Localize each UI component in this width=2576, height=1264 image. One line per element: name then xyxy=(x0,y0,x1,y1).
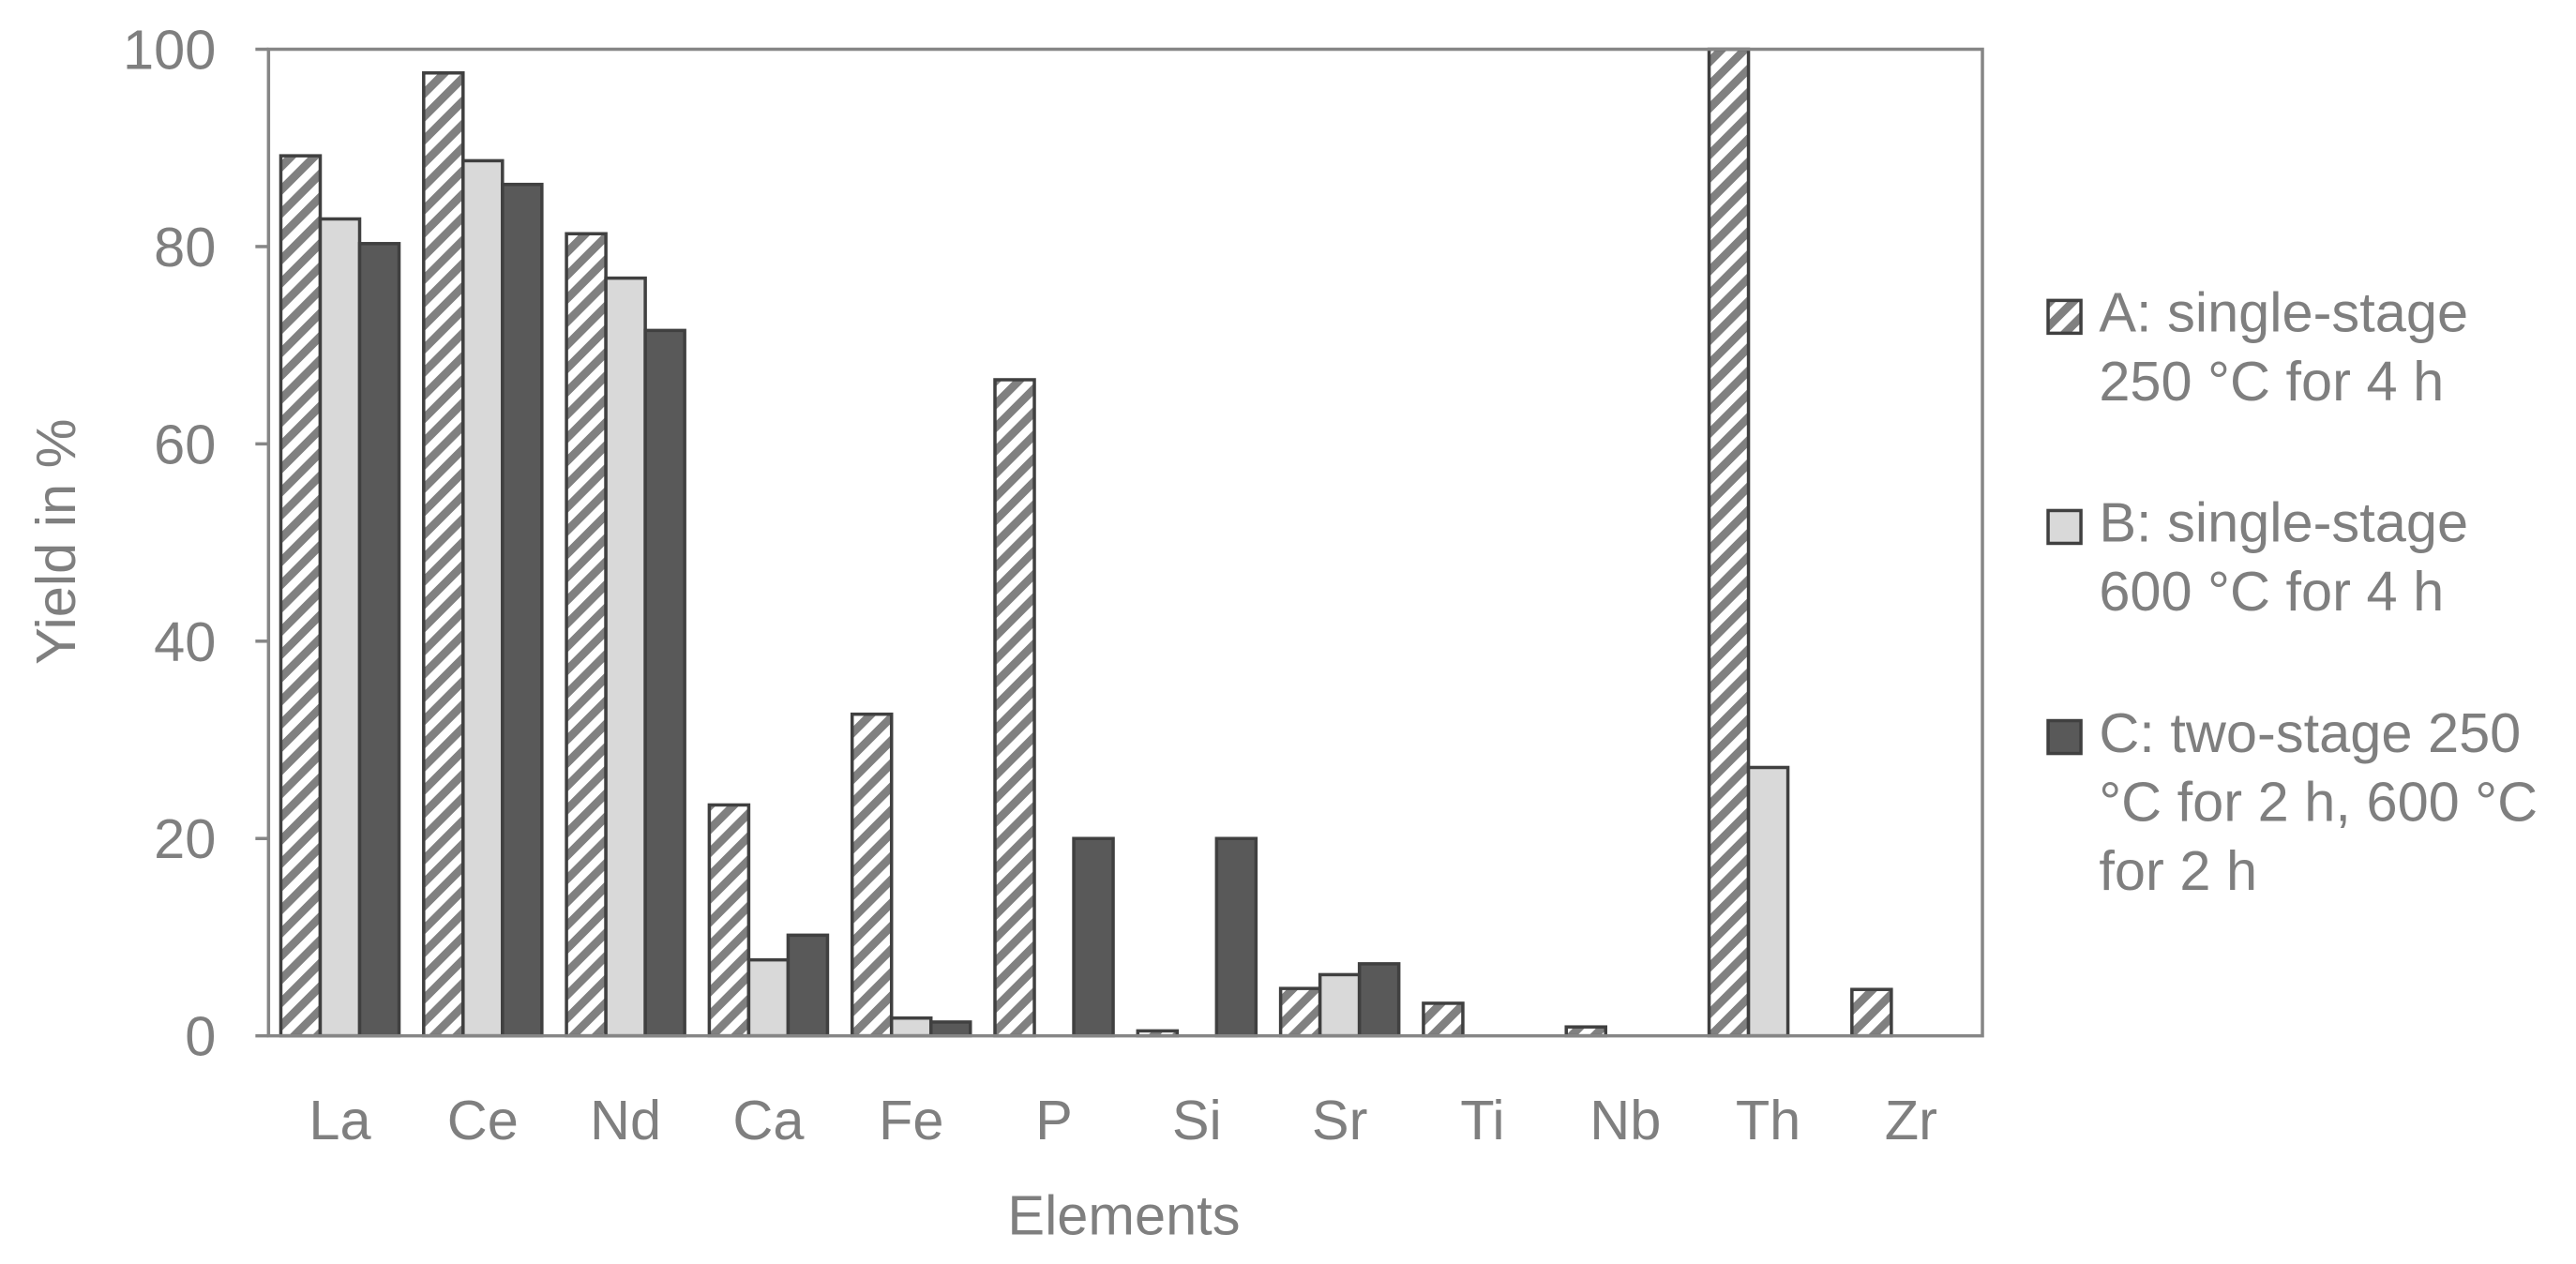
bar xyxy=(318,217,362,1038)
x-tick-label: Ce xyxy=(447,1089,519,1151)
bar xyxy=(604,276,647,1038)
plot-frame xyxy=(266,47,1984,1038)
bar xyxy=(1746,765,1790,1038)
bar xyxy=(643,328,686,1038)
bar xyxy=(565,232,608,1038)
x-tick-label: Th xyxy=(1736,1089,1800,1151)
legend-swatch xyxy=(2046,298,2083,336)
bar xyxy=(501,182,544,1038)
y-tick-label: 100 xyxy=(123,19,216,82)
x-tick-label: Nb xyxy=(1589,1089,1661,1151)
bar xyxy=(850,712,894,1038)
y-tick-label: 60 xyxy=(154,413,216,475)
y-tick-label: 20 xyxy=(154,807,216,870)
legend-label: A: single-stage 250 °C for 4 h xyxy=(2099,282,2469,414)
bar xyxy=(889,1016,933,1038)
legend-entry: C: two-stage 250 °C for 2 h, 600 °C for … xyxy=(2099,702,2538,903)
y-tick-label: 80 xyxy=(154,216,216,278)
bar xyxy=(1318,972,1362,1038)
legend-label: B: single-stage 600 °C for 4 h xyxy=(2099,492,2469,624)
x-tick-label: Nd xyxy=(590,1089,661,1151)
legend-swatch xyxy=(2046,508,2083,546)
bar xyxy=(1707,47,1751,1038)
y-tick-label: 0 xyxy=(185,1005,216,1068)
x-tick-label: La xyxy=(309,1089,371,1151)
bar xyxy=(746,957,791,1038)
x-axis-label: Elements xyxy=(1007,1183,1240,1246)
x-tick-label: Fe xyxy=(879,1089,943,1151)
legend-entry: A: single-stage 250 °C for 4 h xyxy=(2099,282,2469,414)
bar xyxy=(707,803,751,1038)
bar xyxy=(1850,987,1893,1038)
bar xyxy=(461,158,505,1038)
x-tick-label: Ca xyxy=(732,1089,805,1151)
x-tick-label: P xyxy=(1035,1089,1073,1151)
legend-entry: B: single-stage 600 °C for 4 h xyxy=(2099,492,2469,624)
x-tick-label: Si xyxy=(1172,1089,1222,1151)
bar xyxy=(279,154,323,1038)
bar xyxy=(357,242,401,1038)
bar xyxy=(786,933,830,1038)
x-tick-label: Zr xyxy=(1885,1089,1937,1151)
legend-label: C: two-stage 250 °C for 2 h, 600 °C for … xyxy=(2099,702,2538,903)
x-tick-label: Sr xyxy=(1312,1089,1368,1151)
bar xyxy=(422,71,465,1038)
legend-swatch xyxy=(2046,718,2083,756)
bar xyxy=(1422,1001,1465,1038)
y-tick-label: 40 xyxy=(154,610,216,673)
bar xyxy=(1357,962,1401,1038)
bar xyxy=(1214,836,1258,1038)
bar xyxy=(993,378,1036,1038)
y-axis-label: Yield in % xyxy=(24,418,87,664)
bar xyxy=(1278,986,1322,1038)
bar xyxy=(928,1020,972,1038)
x-tick-label: Ti xyxy=(1460,1089,1504,1151)
bar xyxy=(1072,836,1115,1038)
